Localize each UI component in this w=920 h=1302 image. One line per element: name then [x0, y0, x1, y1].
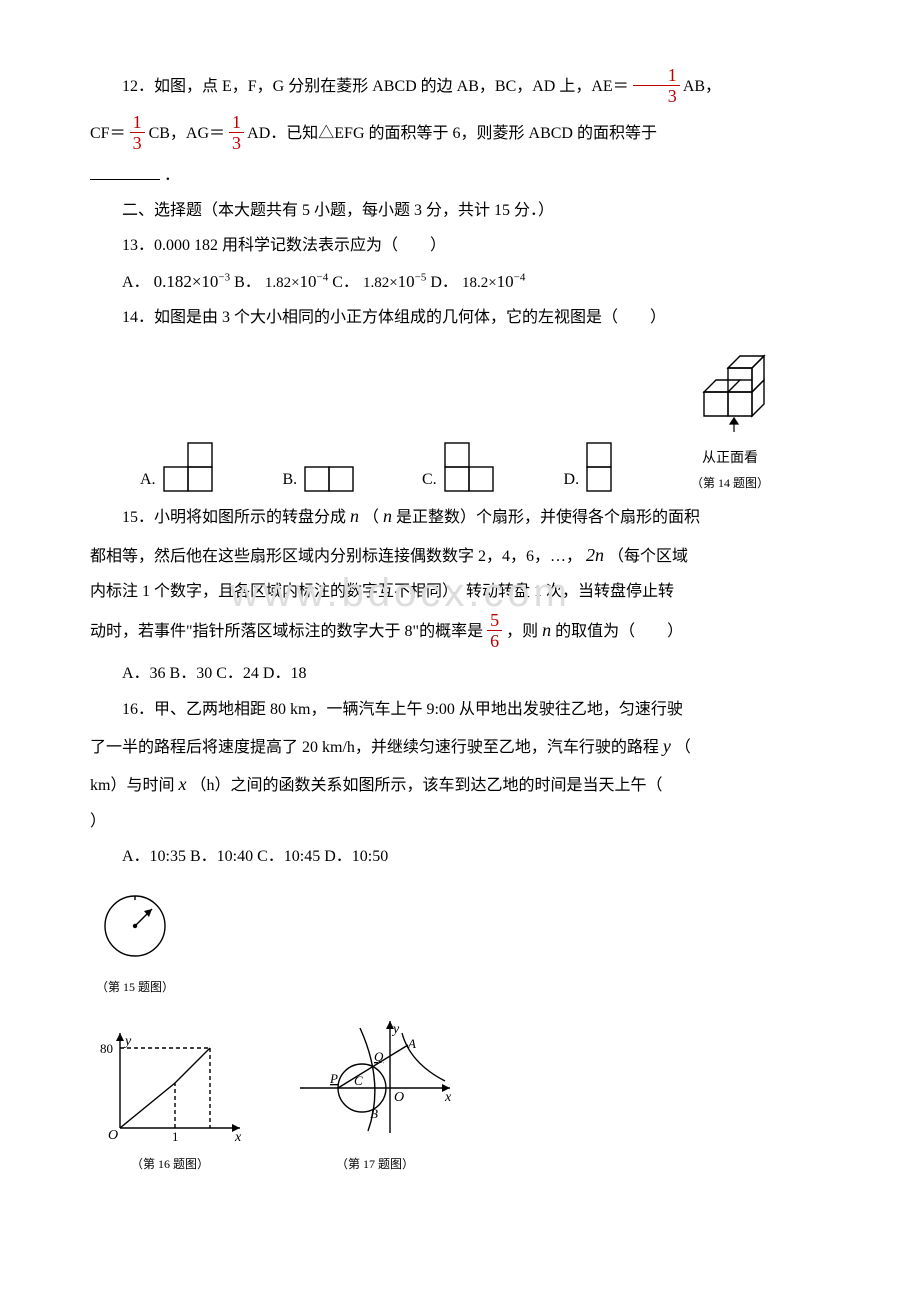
- q12-text-1: 12．如图，点 E，F，G 分别在菱形 ABCD 的边 AB，BC，AD 上，A…: [122, 78, 629, 95]
- q14-opt-D: D.: [564, 441, 616, 493]
- q15-line4: 动时，若事件"指针所落区域标注的数字大于 8"的概率是 5 6 ，则 n 的取值…: [90, 613, 920, 652]
- q13-D-ten: 10: [497, 272, 514, 291]
- q15-t4b: ，则: [506, 624, 538, 641]
- fig16-O: O: [108, 1128, 118, 1143]
- q14-3d-svg: [680, 344, 780, 434]
- fig17-x: x: [444, 1090, 452, 1105]
- fig15-cap: （第 15 题图）: [90, 977, 180, 997]
- q13-B-ten: 10: [300, 272, 317, 291]
- q12-frac-1: 1 3: [633, 66, 680, 105]
- q12-line2: CF＝ 1 3 CB，AG＝ 1 3 AD．已知△EFG 的面积等于 6，则菱形…: [90, 115, 920, 154]
- q13-A-label: A．: [122, 274, 150, 291]
- q13-B-val: 1.82×: [265, 275, 300, 291]
- q13-D-val: 18.2×: [462, 275, 497, 291]
- fig16-1: 1: [172, 1129, 179, 1143]
- q14-front-label: 从正面看: [680, 447, 780, 471]
- q14-B-label: B.: [282, 466, 297, 493]
- q15-t4a: 动时，若事件"指针所落区域标注的数字大于 8"的概率是: [90, 624, 483, 641]
- q16-line1: 16．甲、乙两地相距 80 km，一辆汽车上午 9:00 从甲地出发驶往乙地，匀…: [90, 696, 920, 723]
- q15-t1b: （: [363, 509, 379, 526]
- q16-t3a: km）与时间: [90, 777, 174, 794]
- q13-D-label: D．: [430, 274, 458, 291]
- fig16-svg: 80 y O 1 x: [90, 1023, 250, 1143]
- q12-text-2a: CF＝: [90, 125, 126, 142]
- q15-frac: 5 6: [487, 611, 502, 650]
- q13-A-exp: −3: [218, 271, 230, 283]
- q13-C-label: C．: [332, 274, 359, 291]
- q12-line1: 12．如图，点 E，F，G 分别在菱形 ABCD 的边 AB，BC，AD 上，A…: [90, 68, 920, 107]
- fig17-O: O: [394, 1090, 404, 1105]
- fig17-B: B: [370, 1106, 378, 1121]
- fig16-cap: （第 16 题图）: [90, 1154, 250, 1174]
- q15-line2: 都相等，然后他在这些扇形区域内分别标连接偶数数字 2，4，6，…， 2n （每个…: [90, 540, 920, 571]
- q16-t3b: （h）之间的函数关系如图所示，该车到达乙地的时间是当天上午（: [190, 777, 678, 794]
- q15-line1: 15．小明将如图所示的转盘分成 n （ n 是正整数）个扇形，并使得各个扇形的面…: [90, 501, 920, 532]
- fig16-y: y: [123, 1034, 132, 1049]
- q14-opt-C: C.: [422, 441, 499, 493]
- q15-n1: n: [350, 506, 359, 526]
- q14-3d-figure: 从正面看 （第 14 题图）: [680, 344, 780, 493]
- q16-line4: ）: [90, 808, 920, 835]
- q15-n3: n: [542, 621, 551, 641]
- q14-D-svg: [585, 441, 615, 493]
- q14-A-label: A.: [140, 466, 156, 493]
- q13-C-exp: −5: [415, 271, 427, 283]
- q13-A-val: 0.182×10: [154, 272, 219, 291]
- q15-t1c: 是正整数）个扇形，并使得各个扇形的面积: [396, 509, 700, 526]
- q14-caption: （第 14 题图）: [680, 473, 780, 493]
- fig15: （第 15 题图）: [90, 886, 180, 997]
- q14-opt-A: A.: [140, 441, 218, 493]
- q15-n2: n: [383, 506, 392, 526]
- fig16-x: x: [234, 1130, 242, 1143]
- q12-text-2c: AD．已知△EFG 的面积等于 6，则菱形 ABCD 的面积等于: [247, 125, 657, 142]
- q12-blank: [90, 165, 160, 180]
- fig17-y: y: [391, 1022, 400, 1037]
- q16-t2a: 了一半的路程后将速度提高了 20 km/h，并继续匀速行驶至乙地，汽车行驶的路程: [90, 739, 659, 756]
- section2-heading: 二、选择题（本大题共有 5 小题，每小题 3 分，共计 15 分．）: [90, 197, 920, 224]
- q15-t1a: 15．小明将如图所示的转盘分成: [122, 509, 346, 526]
- q15-t2b: （每个区域: [608, 548, 688, 565]
- fig17-C: C: [354, 1073, 363, 1088]
- q16-y: y: [663, 736, 671, 756]
- fig16-80: 80: [100, 1041, 113, 1056]
- q15-line3: 内标注 1 个数字，且各区域内标注的数字互不相同），转动转盘 1 次，当转盘停止…: [90, 578, 920, 605]
- fig15-svg: [90, 886, 180, 966]
- fig17-cap: （第 17 题图）: [290, 1154, 460, 1174]
- q14-C-label: C.: [422, 466, 437, 493]
- q13-C-val: 1.82×: [363, 275, 398, 291]
- q15-2n: 2n: [586, 545, 604, 565]
- q12-text-1b: AB，: [683, 78, 721, 95]
- q12-frac-2: 1 3: [130, 113, 145, 152]
- q14-B-svg: [303, 465, 357, 493]
- q13-stem: 13．0.000 182 用科学记数法表示应为（ ）: [90, 232, 920, 259]
- q14-C-svg: [443, 441, 499, 493]
- q14-D-label: D.: [564, 466, 580, 493]
- q16-line2: 了一半的路程后将速度提高了 20 km/h，并继续匀速行驶至乙地，汽车行驶的路程…: [90, 731, 920, 762]
- q16-line3: km）与时间 x （h）之间的函数关系如图所示，该车到达乙地的时间是当天上午（: [90, 769, 920, 800]
- fig17-A: A: [407, 1036, 416, 1051]
- q13-D-exp: −4: [514, 271, 526, 283]
- q12-period: ．: [164, 167, 180, 184]
- q13-options: A． 0.182×10−3 B． 1.82×10−4 C． 1.82×10−5 …: [90, 268, 920, 297]
- q12-text-2b: CB，AG＝: [149, 125, 225, 142]
- q16-options: A．10:35 B．10:40 C．10:45 D．10:50: [90, 843, 920, 870]
- q16-t2b: （: [675, 739, 691, 756]
- q15-t2a: 都相等，然后他在这些扇形区域内分别标连接偶数数字 2，4，6，…，: [90, 548, 582, 565]
- q13-B-label: B．: [234, 274, 261, 291]
- fig17-Q: Q: [374, 1049, 384, 1064]
- q15-options: A．36 B．30 C．24 D．18: [90, 660, 920, 687]
- q13-B-exp: −4: [317, 271, 329, 283]
- q12-line3: ．: [90, 162, 920, 189]
- q14-A-svg: [162, 441, 218, 493]
- fig17-svg: y x O P Q A B C: [290, 1013, 460, 1143]
- q14-opt-B: B.: [282, 465, 357, 493]
- q15-t4c: 的取值为（ ）: [555, 624, 683, 641]
- q13-C-ten: 10: [398, 272, 415, 291]
- q14-stem: 14．如图是由 3 个大小相同的小正方体组成的几何体，它的左视图是（ ）: [90, 304, 920, 331]
- fig17: y x O P Q A B C （第 17 题图）: [290, 1013, 460, 1174]
- q16-x: x: [178, 774, 186, 794]
- fig16: 80 y O 1 x （第 16 题图）: [90, 1023, 250, 1174]
- q12-frac-3: 1 3: [229, 113, 244, 152]
- fig17-P: P: [329, 1071, 338, 1086]
